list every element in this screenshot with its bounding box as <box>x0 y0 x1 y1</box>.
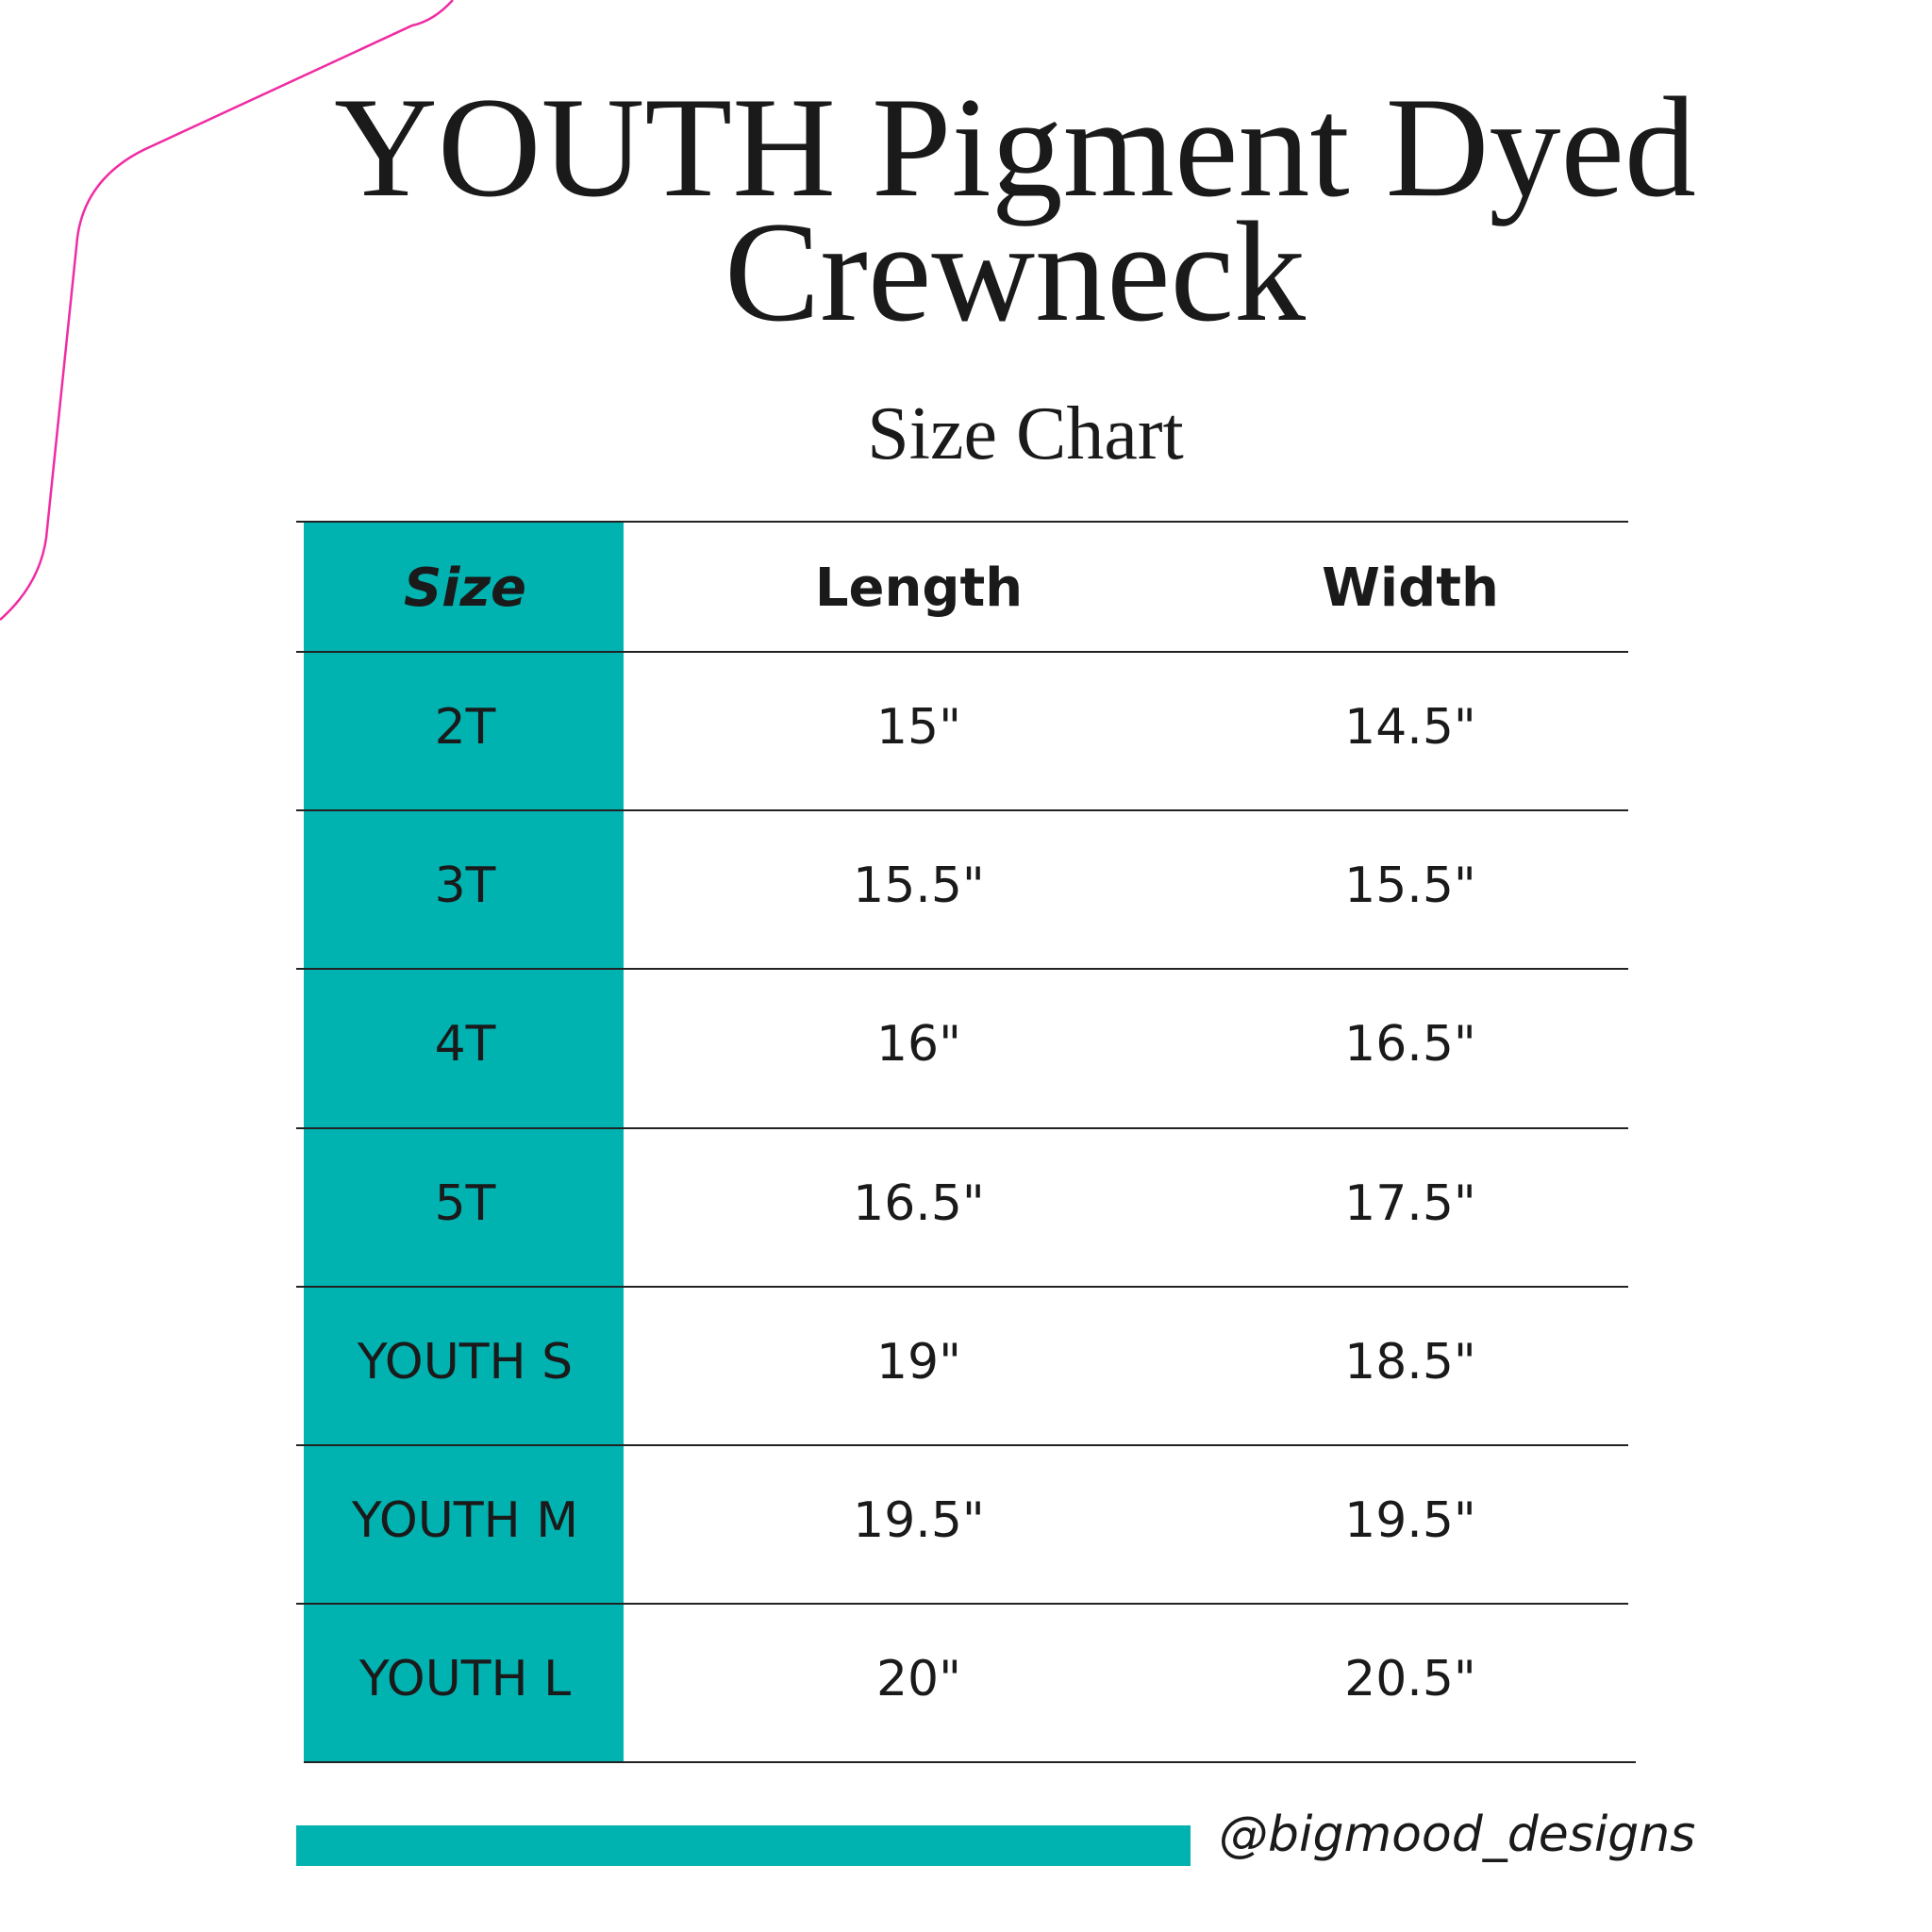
table-cell: 15" <box>875 699 962 756</box>
title: YOUTH Pigment Dyed Crewneck <box>334 68 1696 351</box>
table-cell: 20" <box>875 1651 962 1708</box>
row-divider <box>296 1444 1628 1446</box>
table-cell: 19.5" <box>853 1492 985 1549</box>
table-cell: 14.5" <box>1344 699 1476 756</box>
footer-bar <box>296 1825 1191 1866</box>
row-divider <box>296 651 1628 653</box>
table-cell: YOUTH M <box>351 1492 579 1549</box>
column-header: Size <box>403 558 527 619</box>
column-header: Length <box>814 558 1024 619</box>
row-divider <box>296 1285 1628 1288</box>
table-cell: YOUTH S <box>357 1333 574 1391</box>
table-cell: 19" <box>875 1333 962 1391</box>
table-cell: 16.5" <box>1344 1016 1476 1074</box>
table-cell: 4T <box>434 1016 496 1074</box>
row-divider <box>296 809 1628 812</box>
row-divider <box>296 1603 1628 1606</box>
table-cell: 2T <box>434 699 496 756</box>
row-divider <box>296 1126 1628 1129</box>
social-handle: @bigmood_designs <box>1219 1807 1696 1863</box>
row-divider <box>304 1761 1636 1764</box>
row-divider <box>296 521 1628 523</box>
column-header: Width <box>1322 558 1499 619</box>
table-cell: 16" <box>875 1016 962 1074</box>
table-cell: 18.5" <box>1344 1333 1476 1391</box>
table-cell: 15.5" <box>1344 858 1476 915</box>
decor-curve <box>0 0 454 621</box>
row-divider <box>296 968 1628 971</box>
table-cell: 17.5" <box>1344 1174 1476 1232</box>
table-cell: 5T <box>434 1174 496 1232</box>
table-cell: YOUTH L <box>358 1651 572 1708</box>
table-cell: 15.5" <box>853 858 985 915</box>
table-cell: 19.5" <box>1344 1492 1476 1549</box>
table-cell: 3T <box>434 858 496 915</box>
subtitle: Size Chart <box>867 392 1184 475</box>
size-column-fill <box>304 522 624 1763</box>
table-cell: 20.5" <box>1344 1651 1476 1708</box>
table-cell: 16.5" <box>853 1174 985 1232</box>
